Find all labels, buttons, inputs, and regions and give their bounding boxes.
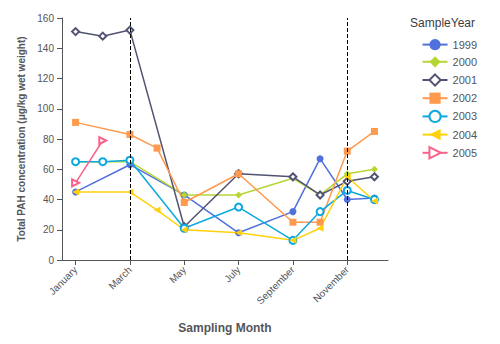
svg-text:Sampling Month: Sampling Month (178, 321, 271, 335)
svg-text:40: 40 (43, 194, 55, 205)
svg-text:July: July (222, 264, 242, 284)
svg-text:2000: 2000 (453, 56, 477, 68)
svg-text:160: 160 (37, 13, 54, 24)
svg-text:140: 140 (37, 43, 54, 54)
svg-text:2001: 2001 (453, 74, 477, 86)
svg-text:80: 80 (43, 134, 55, 145)
svg-text:November: November (311, 264, 352, 305)
svg-text:100: 100 (37, 103, 54, 114)
svg-text:March: March (106, 264, 133, 291)
svg-text:1999: 1999 (453, 39, 477, 51)
svg-text:2005: 2005 (453, 147, 477, 159)
svg-text:60: 60 (43, 164, 55, 175)
svg-text:September: September (254, 264, 297, 307)
svg-text:2004: 2004 (453, 129, 477, 141)
svg-text:2002: 2002 (453, 92, 477, 104)
svg-text:Total PAH concentration (μg/kg: Total PAH concentration (μg/kg wet weigh… (16, 36, 27, 241)
svg-text:May: May (167, 264, 188, 285)
svg-text:120: 120 (37, 73, 54, 84)
svg-text:SampleYear: SampleYear (410, 16, 475, 30)
svg-text:2003: 2003 (453, 110, 477, 122)
svg-text:0: 0 (48, 255, 54, 266)
svg-text:20: 20 (43, 224, 55, 235)
svg-text:January: January (47, 264, 80, 297)
